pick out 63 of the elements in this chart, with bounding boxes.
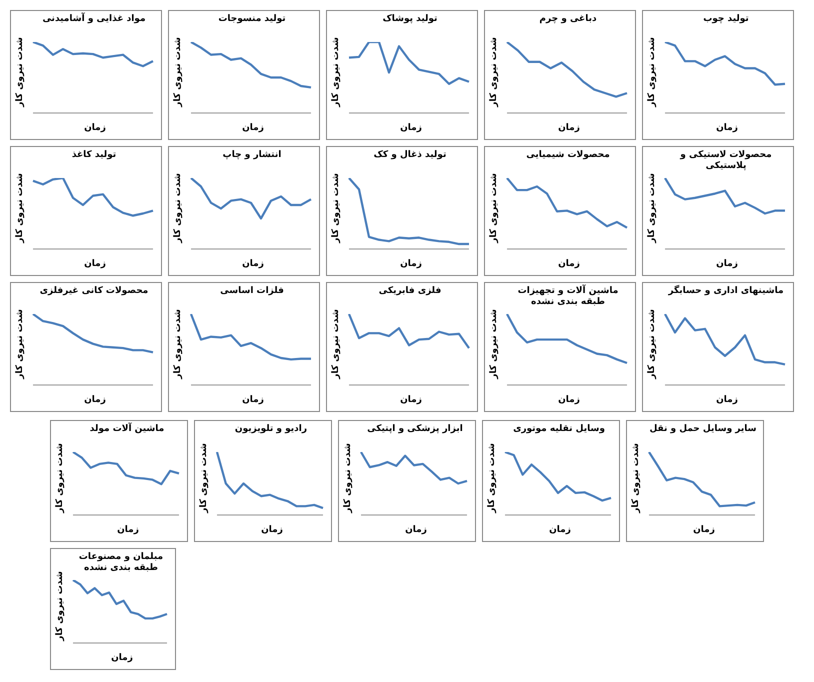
y-axis-title: شدت نیروی کار	[343, 443, 353, 513]
chart-title: انتشار و چاپ	[222, 150, 282, 161]
y-axis-title: شدت نیروی کار	[647, 173, 657, 243]
chart-title: ماشین آلات مولد	[88, 424, 166, 435]
y-axis-title: شدت نیروی کار	[173, 37, 183, 107]
chart-title: دباغی و چرم	[538, 14, 598, 25]
x-axis-title: زمان	[557, 123, 581, 133]
chart-title: تولید منسوجات	[217, 14, 287, 25]
x-axis-title: زمان	[557, 395, 581, 405]
chart-title: تولید چوب	[702, 14, 750, 25]
y-axis-title: شدت نیروی کار	[331, 309, 341, 379]
x-axis-title: زمان	[548, 525, 572, 535]
x-axis-title: زمان	[241, 123, 265, 133]
y-axis-title: شدت نیروی کار	[15, 173, 25, 243]
y-axis-title: شدت نیروی کار	[15, 37, 25, 107]
y-axis-title: شدت نیروی کار	[15, 309, 25, 379]
chart-title: فلزات اساسی	[219, 286, 285, 297]
y-axis-title: شدت نیروی کار	[489, 37, 499, 107]
y-axis-title: شدت نیروی کار	[55, 443, 65, 513]
chart-title: فلزی فابریکی	[378, 286, 442, 297]
y-axis-title: شدت نیروی کار	[631, 443, 641, 513]
x-axis-title: زمان	[260, 525, 284, 535]
x-axis-title: زمان	[241, 395, 265, 405]
y-axis-title: شدت نیروی کار	[55, 571, 65, 641]
y-axis-title: شدت نیروی کار	[199, 443, 209, 513]
y-axis-title: شدت نیروی کار	[487, 443, 497, 513]
x-axis-title: زمان	[83, 395, 107, 405]
x-axis-title: زمان	[399, 395, 423, 405]
chart-title: محصولات کانی غیرفلزی	[38, 286, 150, 297]
chart-title: ماشینهای اداری و حسابگر	[667, 286, 785, 297]
x-axis-title: زمان	[83, 259, 107, 269]
x-axis-title: زمان	[715, 123, 739, 133]
y-axis-title: شدت نیروی کار	[331, 173, 341, 243]
chart-title: سایر وسایل حمل و نقل	[649, 424, 757, 435]
chart-title: محصولات شیمیایی	[525, 150, 611, 161]
y-axis-title: شدت نیروی کار	[647, 37, 657, 107]
y-axis-title: شدت نیروی کار	[489, 173, 499, 243]
x-axis-title: زمان	[399, 123, 423, 133]
chart-title: تولید ذغال و کک	[372, 150, 448, 161]
chart-title: وسایل نقلیه موتوری	[512, 424, 606, 435]
chart-title: تولید کاغذ	[70, 150, 118, 161]
chart-title: ماشین آلات و تجهیزات طبقه بندی نشده	[516, 286, 620, 308]
y-axis-title: شدت نیروی کار	[489, 309, 499, 379]
chart-title: ابزار پزشکی و اپتیکی	[366, 424, 464, 435]
chart-title: تولید پوشاک	[382, 14, 438, 25]
x-axis-title: زمان	[83, 123, 107, 133]
x-axis-title: زمان	[715, 259, 739, 269]
chart-title: مواد غذایی و آشامیدنی	[41, 14, 147, 25]
x-axis-title: زمان	[557, 259, 581, 269]
y-axis-title: شدت نیروی کار	[173, 173, 183, 243]
chart-title: مبلمان و مصنوعات طبقه بندی نشده	[78, 552, 164, 574]
x-axis-title: زمان	[404, 525, 428, 535]
x-axis-title: زمان	[110, 653, 134, 663]
y-axis-title: شدت نیروی کار	[647, 309, 657, 379]
x-axis-title: زمان	[241, 259, 265, 269]
y-axis-title: شدت نیروی کار	[173, 309, 183, 379]
chart-title: محصولات لاستیکی و پلاستیکی	[678, 150, 773, 172]
x-axis-title: زمان	[116, 525, 140, 535]
x-axis-title: زمان	[399, 259, 423, 269]
x-axis-title: زمان	[715, 395, 739, 405]
y-axis-title: شدت نیروی کار	[331, 37, 341, 107]
chart-title: رادیو و تلویزیون	[234, 424, 308, 435]
x-axis-title: زمان	[692, 525, 716, 535]
